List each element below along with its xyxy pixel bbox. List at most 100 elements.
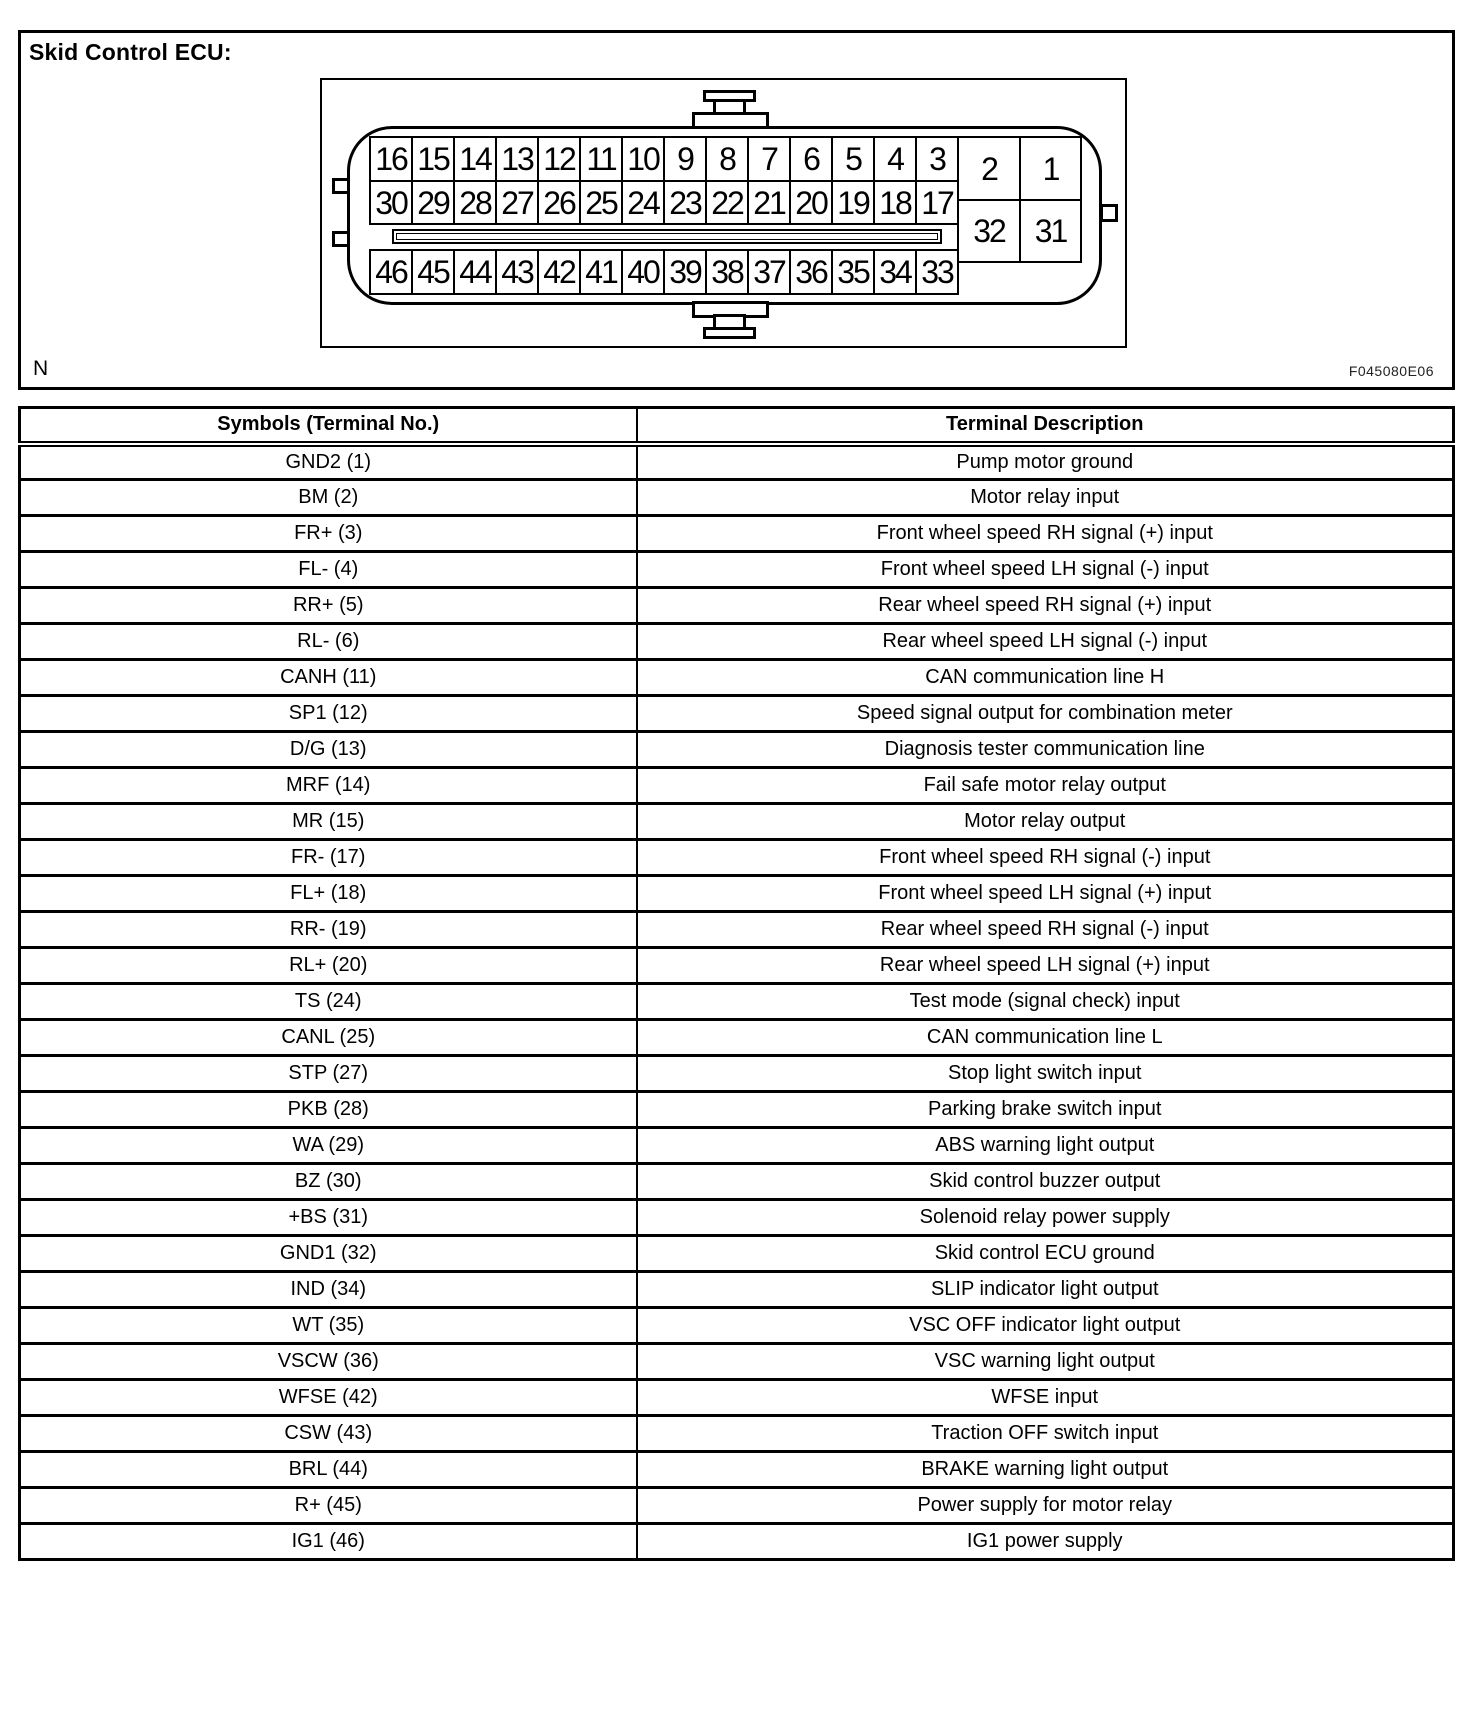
pin-cell: 2 (957, 136, 1021, 201)
symbol-cell: FR+ (3) (18, 514, 638, 553)
description-cell: Test mode (signal check) input (635, 982, 1455, 1021)
pin-cell: 22 (705, 180, 749, 225)
connector-key-slot-inner (396, 233, 938, 240)
pin-cell: 40 (621, 249, 665, 295)
description-cell: Skid control buzzer output (635, 1162, 1455, 1201)
mounting-tab-bottom (703, 327, 756, 339)
symbol-cell: WA (29) (18, 1126, 638, 1165)
symbol-cell: FR- (17) (18, 838, 638, 877)
pin-cell: 44 (453, 249, 497, 295)
symbol-cell: CANL (25) (18, 1018, 638, 1057)
description-cell: Front wheel speed RH signal (-) input (635, 838, 1455, 877)
pin-cell: 46 (369, 249, 413, 295)
pin-cell: 35 (831, 249, 875, 295)
description-cell: Power supply for motor relay (635, 1486, 1455, 1525)
right-pin-block: 2 1 32 31 (957, 136, 1083, 264)
symbol-cell: STP (27) (18, 1054, 638, 1093)
connector-key-slot (392, 229, 942, 244)
right-notch-icon (1100, 204, 1118, 222)
pin-cell: 39 (663, 249, 707, 295)
symbol-cell: GND1 (32) (18, 1234, 638, 1273)
table-row: R+ (45) Power supply for motor relay (18, 1486, 1455, 1525)
pin-cell: 34 (873, 249, 917, 295)
pin-cell: 3 (915, 136, 959, 182)
pin-cell: 14 (453, 136, 497, 182)
pin-cell: 29 (411, 180, 455, 225)
pin-cell: 17 (915, 180, 959, 225)
table-row: TS (24) Test mode (signal check) input (18, 982, 1455, 1021)
table-row: RL+ (20) Rear wheel speed LH signal (+) i… (18, 946, 1455, 985)
symbol-cell: +BS (31) (18, 1198, 638, 1237)
symbol-cell: VSCW (36) (18, 1342, 638, 1381)
pin-cell: 30 (369, 180, 413, 225)
description-cell: SLIP indicator light output (635, 1270, 1455, 1309)
pin-cell: 45 (411, 249, 455, 295)
description-cell: Speed signal output for combination mete… (635, 694, 1455, 733)
description-column-header: Terminal Description (635, 406, 1455, 447)
description-cell: Pump motor ground (635, 442, 1455, 481)
description-cell: Rear wheel speed LH signal (-) input (635, 622, 1455, 661)
pin-cell: 25 (579, 180, 623, 225)
pin-cell: 27 (495, 180, 539, 225)
pin-cell: 12 (537, 136, 581, 182)
pin-cell: 26 (537, 180, 581, 225)
description-cell: Parking brake switch input (635, 1090, 1455, 1129)
symbol-cell: TS (24) (18, 982, 638, 1021)
description-cell: Front wheel speed LH signal (-) input (635, 550, 1455, 589)
symbol-cell: WT (35) (18, 1306, 638, 1345)
description-cell: Stop light switch input (635, 1054, 1455, 1093)
figure-box: Skid Control ECU: 16 15 14 13 12 11 10 9 8 7 6 5 4 3 … (18, 30, 1455, 390)
description-cell: Diagnosis tester communication line (635, 730, 1455, 769)
symbol-cell: BZ (30) (18, 1162, 638, 1201)
pin-cell: 4 (873, 136, 917, 182)
symbol-cell: BM (2) (18, 478, 638, 517)
symbol-cell: MRF (14) (18, 766, 638, 805)
description-cell: Rear wheel speed LH signal (+) input (635, 946, 1455, 985)
table-row: RL- (6) Rear wheel speed LH signal (-) in… (18, 622, 1455, 661)
pin-cell: 37 (747, 249, 791, 295)
table-row: VSCW (36) VSC warning light output (18, 1342, 1455, 1381)
pin-cell: 31 (1019, 199, 1082, 263)
symbol-cell: CANH (11) (18, 658, 638, 697)
pin-cell: 13 (495, 136, 539, 182)
description-cell: Fail safe motor relay output (635, 766, 1455, 805)
symbol-cell: D/G (13) (18, 730, 638, 769)
pin-cell: 18 (873, 180, 917, 225)
pin-cell: 10 (621, 136, 665, 182)
description-cell: Front wheel speed LH signal (+) input (635, 874, 1455, 913)
description-cell: CAN communication line H (635, 658, 1455, 697)
symbol-cell: RL+ (20) (18, 946, 638, 985)
pin-cell: 16 (369, 136, 413, 182)
table-row: D/G (13) Diagnosis tester communication l… (18, 730, 1455, 769)
description-cell: Rear wheel speed RH signal (-) input (635, 910, 1455, 949)
pin-cell: 8 (705, 136, 749, 182)
pin-cell: 11 (579, 136, 623, 182)
table-header-row: Symbols (Terminal No.) Terminal Descript… (18, 406, 1455, 447)
terminal-table-body: GND2 (1) Pump motor ground BM (2) Motor rel… (18, 442, 1455, 1561)
pin-cell: 15 (411, 136, 455, 182)
description-cell: VSC warning light output (635, 1342, 1455, 1381)
description-cell: IG1 power supply (635, 1522, 1455, 1561)
table-row: +BS (31) Solenoid relay power supply (18, 1198, 1455, 1237)
table-row: WT (35) VSC OFF indicator light output (18, 1306, 1455, 1345)
connector-diagram-box: 16 15 14 13 12 11 10 9 8 7 6 5 4 3 30 29 28 27 26 25 24 23 22… (320, 78, 1127, 348)
symbol-cell: RL- (6) (18, 622, 638, 661)
table-row: STP (27) Stop light switch input (18, 1054, 1455, 1093)
terminal-table: Symbols (Terminal No.) Terminal Descript… (18, 406, 1455, 1561)
description-cell: ABS warning light output (635, 1126, 1455, 1165)
figure-title: Skid Control ECU: (29, 39, 232, 65)
table-row: WA (29) ABS warning light output (18, 1126, 1455, 1165)
pin-cell: 38 (705, 249, 749, 295)
symbol-cell: R+ (45) (18, 1486, 638, 1525)
pin-cell: 5 (831, 136, 875, 182)
table-row: IG1 (46) IG1 power supply (18, 1522, 1455, 1561)
symbols-column-header: Symbols (Terminal No.) (18, 406, 638, 447)
description-cell: CAN communication line L (635, 1018, 1455, 1057)
description-cell: Solenoid relay power supply (635, 1198, 1455, 1237)
description-cell: Motor relay output (635, 802, 1455, 841)
description-cell: Front wheel speed RH signal (+) input (635, 514, 1455, 553)
pin-cell: 43 (495, 249, 539, 295)
pin-cell: 36 (789, 249, 833, 295)
table-row: BRL (44) BRAKE warning light output (18, 1450, 1455, 1489)
